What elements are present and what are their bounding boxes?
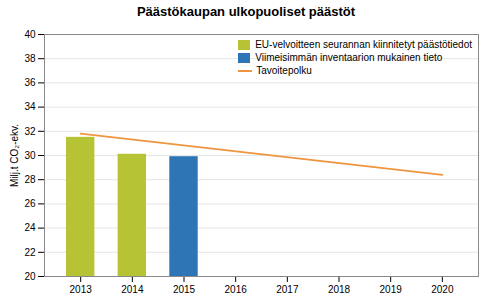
svg-text:24: 24 (24, 222, 36, 233)
svg-text:Milj.t CO₂-ekv.: Milj.t CO₂-ekv. (9, 124, 20, 187)
svg-text:2013: 2013 (70, 284, 93, 295)
svg-text:20: 20 (24, 271, 36, 282)
svg-text:40: 40 (24, 29, 36, 40)
svg-text:26: 26 (24, 198, 36, 209)
svg-text:2019: 2019 (380, 284, 403, 295)
svg-text:32: 32 (24, 126, 36, 137)
svg-text:36: 36 (24, 77, 36, 88)
html-text:Viimeisimmän inventaarion muka: Viimeisimmän inventaarion mukainen tieto (255, 52, 443, 63)
svg-text:2016: 2016 (225, 284, 248, 295)
svg-text:30: 30 (24, 150, 36, 161)
svg-text:38: 38 (24, 53, 36, 64)
svg-text:2017: 2017 (276, 284, 299, 295)
html-text:Tavoitepolku: Tavoitepolku (256, 65, 312, 76)
svg-text:34: 34 (24, 101, 36, 112)
svg-text:22: 22 (24, 247, 36, 258)
svg-text:2018: 2018 (328, 284, 351, 295)
html-text:EU-velvoitteen seurannan kiinn: EU-velvoitteen seurannan kiinnitetyt pää… (255, 39, 472, 50)
svg-text:28: 28 (24, 174, 36, 185)
svg-text:2015: 2015 (173, 284, 196, 295)
svg-text:2020: 2020 (431, 284, 454, 295)
html-text:Päästökaupan ulkopuoliset pääs: Päästökaupan ulkopuoliset päästöt (136, 4, 356, 19)
svg-text:2014: 2014 (121, 284, 144, 295)
